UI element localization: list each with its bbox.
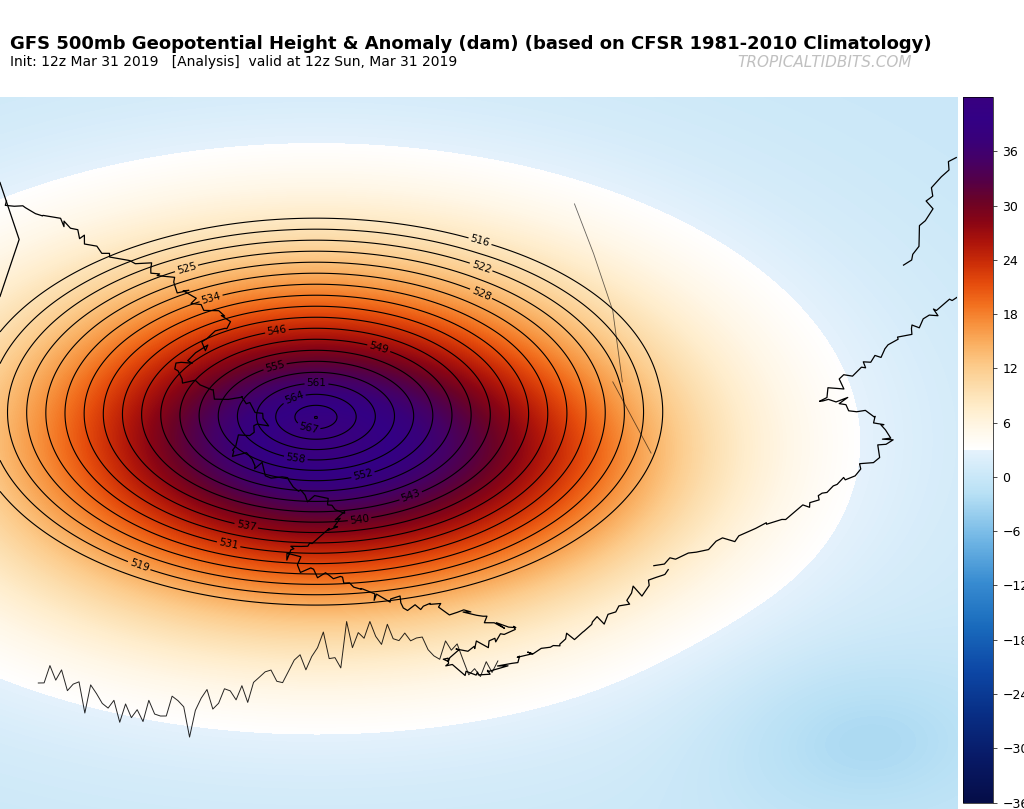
Text: 531: 531 xyxy=(218,538,240,552)
Text: 522: 522 xyxy=(470,259,493,275)
Text: 564: 564 xyxy=(283,390,305,406)
Text: 567: 567 xyxy=(298,421,319,435)
Text: TROPICALTIDBITS.COM: TROPICALTIDBITS.COM xyxy=(737,55,911,70)
Text: 537: 537 xyxy=(236,519,257,533)
Text: 549: 549 xyxy=(368,341,390,355)
Text: Init: 12z Mar 31 2019   [Analysis]  valid at 12z Sun, Mar 31 2019: Init: 12z Mar 31 2019 [Analysis] valid a… xyxy=(10,55,458,69)
Text: GFS 500mb Geopotential Height & Anomaly (dam) (based on CFSR 1981-2010 Climatolo: GFS 500mb Geopotential Height & Anomaly … xyxy=(10,35,932,53)
Text: 558: 558 xyxy=(285,452,306,465)
Text: 525: 525 xyxy=(175,260,198,276)
Text: 546: 546 xyxy=(266,324,288,337)
Text: 543: 543 xyxy=(399,488,422,504)
Text: 528: 528 xyxy=(470,285,493,302)
Text: 561: 561 xyxy=(306,379,327,388)
Text: 540: 540 xyxy=(349,513,370,526)
Text: 534: 534 xyxy=(200,290,222,306)
Text: 519: 519 xyxy=(128,557,151,574)
Text: 552: 552 xyxy=(352,468,374,482)
Text: 555: 555 xyxy=(264,359,286,374)
Text: 516: 516 xyxy=(469,234,490,248)
